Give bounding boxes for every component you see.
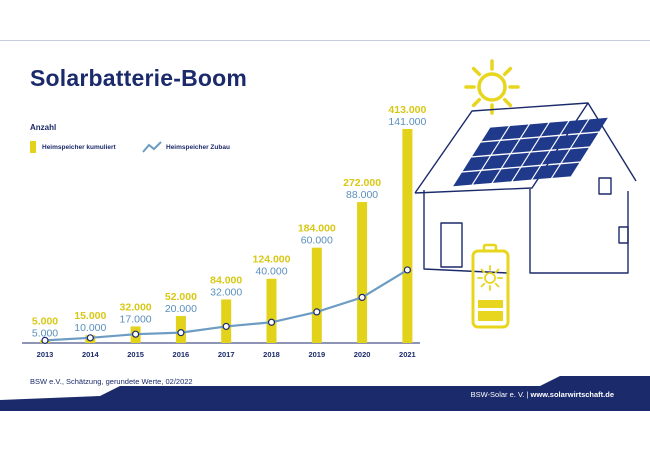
x-tick-label: 2017 (218, 350, 235, 359)
line-value-label: 88.000 (346, 189, 378, 201)
line-value-label: 20.000 (165, 303, 197, 315)
line-point-2013 (41, 336, 49, 345)
legend-heading: Anzahl (30, 123, 57, 132)
line-value-label: 5.000 (32, 327, 58, 339)
line-point-2020 (358, 293, 366, 302)
line-value-label: 32.000 (210, 286, 242, 298)
x-tick-label: 2020 (354, 350, 371, 359)
bar-value-label: 32.000 (120, 301, 152, 313)
infographic-card: 2013 2014 2015 2016 2017 2018 2019 2020 2021 5.00… (0, 40, 650, 411)
line-point-2014 (86, 334, 94, 342)
bar-value-label: 413.000 (388, 104, 426, 116)
line-point-2018 (267, 318, 276, 326)
x-tick-label: 2015 (127, 350, 144, 359)
bar-value-label: 124.000 (253, 254, 291, 266)
legend-label-cumulative: Heimspeicher kumuliert (42, 143, 116, 151)
line-value-label: 10.000 (74, 322, 106, 334)
bar-2018 (266, 278, 277, 343)
chart-title: Solarbatterie-Boom (30, 65, 248, 91)
sun-icon (464, 59, 520, 115)
bar-value-label: 84.000 (210, 274, 242, 286)
bar-value-label: 272.000 (343, 177, 381, 189)
line-point-2019 (313, 308, 321, 316)
legend-bar-swatch (30, 141, 36, 153)
legend-line-swatch (142, 141, 162, 153)
legend-item-addition: Heimspeicher Zubau (142, 140, 230, 154)
x-tick-label: 2016 (173, 350, 190, 359)
bar-value-label: 15.000 (74, 310, 106, 322)
bar-2021 (402, 129, 413, 343)
legend-item-cumulative: Heimspeicher kumuliert (30, 140, 116, 154)
bar-2020 (357, 202, 368, 343)
footer-credit: BSW-Solar e. V. | www.solarwirtschaft.de (471, 390, 614, 399)
x-tick-label: 2018 (263, 350, 280, 359)
x-tick-label: 2019 (308, 350, 325, 359)
house-illustration (414, 59, 637, 329)
line-point-2017 (222, 322, 230, 331)
bar-value-label: 184.000 (298, 223, 336, 235)
source-note: BSW e.V., Schätzung, gerundete Werte, 02… (30, 377, 193, 386)
bar-2019 (311, 247, 322, 343)
line-point-2021 (403, 266, 411, 274)
bar-value-label: 5.000 (32, 315, 58, 327)
footer-separator: | (524, 390, 531, 399)
battery-icon (471, 243, 510, 329)
chart-area: 2013 2014 2015 2016 2017 2018 2019 2020 2021 5.00… (22, 59, 637, 359)
line-value-label: 40.000 (255, 266, 287, 278)
line-point-2016 (177, 329, 185, 337)
line-value-label: 141.000 (388, 116, 426, 128)
footer-band (0, 376, 650, 411)
solar-panel-icon (453, 117, 608, 187)
footer-org: BSW-Solar e. V. (470, 390, 525, 399)
footer-url[interactable]: www.solarwirtschaft.de (530, 390, 615, 399)
x-tick-label: 2013 (37, 350, 54, 359)
x-tick-label: 2021 (399, 350, 416, 359)
bar-2017 (221, 299, 232, 343)
bar-value-label: 52.000 (165, 291, 197, 303)
x-tick-label: 2014 (82, 350, 100, 359)
legend-label-addition: Heimspeicher Zubau (166, 143, 230, 151)
line-value-label: 17.000 (120, 313, 152, 325)
line-point-2015 (132, 330, 140, 338)
line-value-label: 60.000 (301, 235, 333, 247)
